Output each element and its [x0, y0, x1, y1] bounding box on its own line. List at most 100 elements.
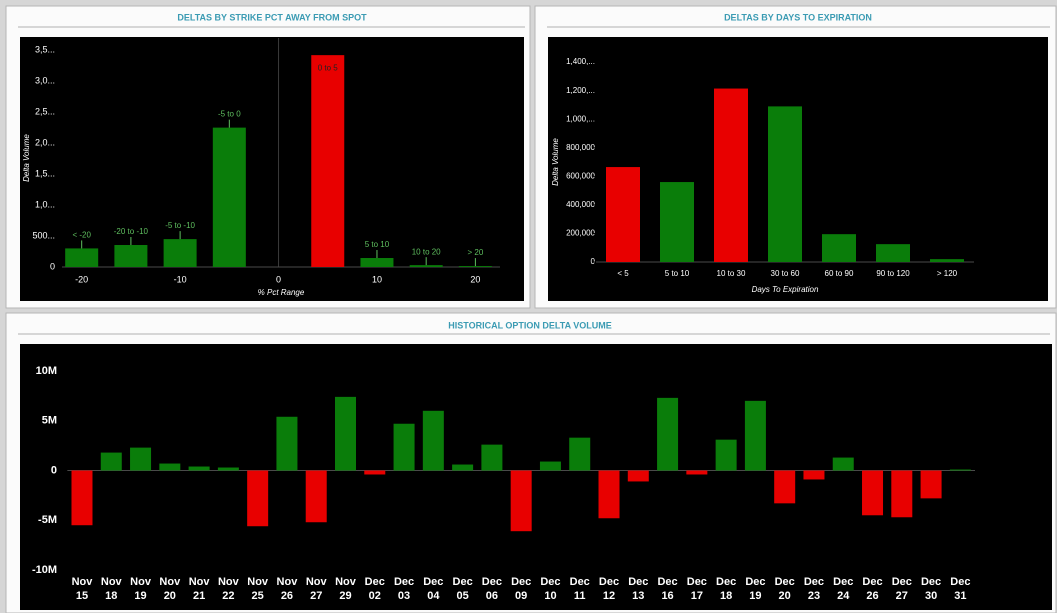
label-line: Dec	[365, 576, 385, 588]
bar	[606, 167, 640, 262]
x-tick-label: Dec 12	[599, 576, 619, 602]
bar	[335, 396, 357, 471]
bar	[100, 452, 122, 471]
x-tick-label: Nov 21	[189, 576, 211, 602]
y-tick-label: 800,000	[566, 143, 595, 152]
x-tick-label: 10 to 30	[717, 269, 746, 278]
label-line: 15	[76, 590, 88, 602]
label-line: 06	[486, 590, 498, 602]
bar	[159, 463, 181, 471]
label-line: Dec	[423, 576, 443, 588]
y-axis-label: Delta Volume	[551, 138, 560, 186]
x-tick-label: Nov 29	[335, 576, 357, 602]
x-tick-label: -20	[75, 274, 88, 284]
bar	[163, 239, 197, 267]
x-tick-label: Dec 31	[950, 576, 970, 602]
bar	[686, 470, 708, 475]
bar	[930, 259, 964, 262]
label-line: Nov	[189, 576, 211, 588]
x-tick-label: Nov 26	[277, 576, 299, 602]
x-tick-label: 20	[470, 274, 480, 284]
x-tick-label: Dec 23	[804, 576, 824, 602]
bar	[768, 106, 802, 263]
label-line: Dec	[950, 576, 970, 588]
label-line: 19	[749, 590, 761, 602]
y-tick-label: 2,0...	[35, 137, 55, 147]
bar	[247, 470, 269, 527]
x-tick-label: Dec 11	[570, 576, 590, 602]
x-tick-label: Dec 27	[892, 576, 912, 602]
plot-background	[20, 37, 524, 301]
bar	[452, 464, 474, 471]
y-tick-label: 1,000,...	[566, 114, 595, 123]
y-tick-label: 200,000	[566, 229, 595, 238]
label-line: 04	[427, 590, 440, 602]
y-tick-label: -10M	[32, 564, 57, 576]
bar	[832, 457, 854, 471]
y-tick-label: 3,0...	[35, 76, 55, 86]
x-tick-label: Dec 04	[423, 576, 443, 602]
x-tick-label: > 120	[937, 269, 958, 278]
y-tick-label: -5M	[38, 514, 57, 526]
x-tick-label: Dec 13	[628, 576, 648, 602]
bar	[458, 266, 492, 267]
chart-title: HISTORICAL OPTION DELTA VOLUME	[448, 320, 612, 330]
label-line: Dec	[599, 576, 619, 588]
x-tick-label: Dec 06	[482, 576, 502, 602]
label-line: 26	[866, 590, 878, 602]
label-line: Nov	[218, 576, 240, 588]
x-tick-label: 5 to 10	[665, 269, 690, 278]
label-line: Nov	[306, 576, 328, 588]
label-line: Dec	[511, 576, 531, 588]
label-line: Dec	[862, 576, 882, 588]
bar	[393, 423, 415, 471]
label-line: 29	[339, 590, 351, 602]
label-line: Dec	[482, 576, 502, 588]
label-line: 30	[925, 590, 937, 602]
label-line: Dec	[570, 576, 590, 588]
label-line: 21	[193, 590, 205, 602]
x-tick-label: Nov 15	[72, 576, 94, 602]
bar	[660, 182, 694, 262]
bar-label: -20 to -10	[114, 227, 149, 236]
x-tick-label: Dec 09	[511, 576, 531, 602]
x-tick-label: Dec 24	[833, 576, 853, 602]
label-line: 02	[369, 590, 381, 602]
label-line: Dec	[540, 576, 560, 588]
bar	[949, 469, 971, 471]
label-line: 16	[661, 590, 673, 602]
y-tick-label: 400,000	[566, 200, 595, 209]
bar-label: 10 to 20	[412, 247, 441, 256]
label-line: 05	[456, 590, 468, 602]
label-line: Nov	[72, 576, 94, 588]
bar	[862, 470, 884, 516]
bar-label: 0 to 5	[318, 63, 339, 72]
label-line: 27	[896, 590, 908, 602]
bar	[311, 55, 345, 268]
bar	[598, 470, 620, 519]
y-tick-label: 1,400,...	[566, 57, 595, 66]
label-line: 27	[310, 590, 322, 602]
x-tick-label: 90 to 120	[876, 269, 910, 278]
bar	[212, 127, 246, 267]
label-line: 03	[398, 590, 410, 602]
bar	[744, 400, 766, 471]
bar	[65, 248, 99, 267]
label-line: Nov	[130, 576, 152, 588]
label-line: 13	[632, 590, 644, 602]
bar-label: < -20	[72, 231, 91, 240]
bar	[627, 470, 649, 482]
bar	[715, 439, 737, 471]
bar	[217, 467, 239, 471]
x-tick-label: 0	[276, 274, 281, 284]
label-line: Dec	[657, 576, 677, 588]
label-line: Dec	[775, 576, 795, 588]
label-line: 18	[720, 590, 732, 602]
label-line: Dec	[892, 576, 912, 588]
label-line: 12	[603, 590, 615, 602]
y-tick-label: 0	[50, 261, 55, 271]
label-line: Dec	[687, 576, 707, 588]
bar	[822, 234, 856, 262]
x-tick-label: Dec 30	[921, 576, 941, 602]
